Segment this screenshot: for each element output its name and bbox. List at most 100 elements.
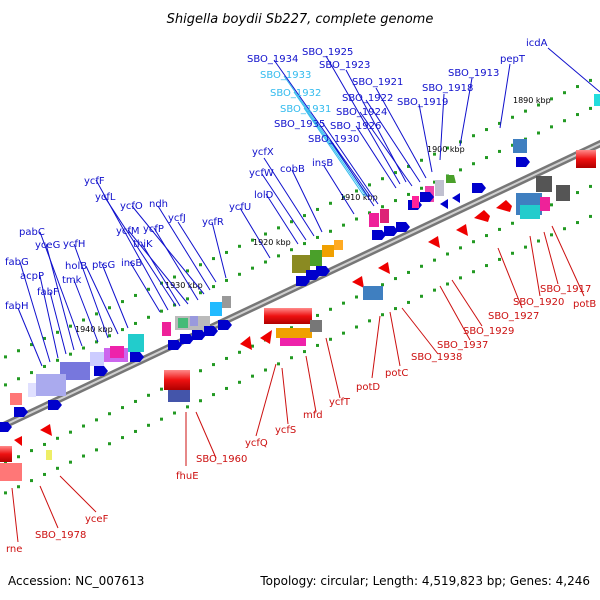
guide-dot (212, 393, 215, 397)
guide-dot (56, 358, 59, 362)
guide-dot (30, 479, 33, 483)
guide-dot (394, 277, 397, 281)
gene-label-thiK: thiK (133, 239, 153, 250)
guide-dot (537, 131, 540, 135)
guide-dot (82, 454, 85, 458)
guide-dot (446, 282, 449, 286)
guide-dot (511, 251, 514, 255)
guide-dot (511, 221, 514, 225)
guide-dot (30, 449, 33, 453)
guide-dot (108, 412, 111, 416)
gene-label-ycfS: ycfS (275, 425, 296, 436)
gene-label-fabF: fabF (37, 287, 59, 298)
guide-dot (407, 300, 410, 304)
gene-label-SBO_1919: SBO_1919 (397, 97, 448, 108)
bottom-strand-labels: potB SBO_1917 SBO_1920 SBO_1927 SBO_1929… (6, 284, 596, 555)
guide-dot (134, 399, 137, 403)
guide-dot (17, 485, 20, 489)
guide-dot (290, 356, 293, 360)
gene-label-SBO_1960: SBO_1960 (196, 454, 247, 465)
gene-label-insB-2: insB (121, 258, 142, 269)
guide-dot (264, 260, 267, 264)
guide-dot (4, 355, 7, 359)
guide-dot (95, 418, 98, 422)
guide-dot (134, 293, 137, 297)
guide-dot (238, 380, 241, 384)
guide-dot (108, 334, 111, 338)
guide-dot (30, 371, 33, 375)
guide-dot (485, 128, 488, 132)
genome-summary: Topology: circular; Length: 4,519,823 bp… (260, 574, 590, 588)
guide-dot (147, 393, 150, 397)
gene-label-rne: rne (6, 544, 22, 555)
guide-dot (355, 189, 358, 193)
guide-dot (43, 336, 46, 340)
gene-label-pabC: pabC (19, 227, 45, 238)
guide-dot (173, 303, 176, 307)
guide-dot (225, 250, 228, 254)
guide-dot (303, 242, 306, 246)
tick-label: 1890 kbp (513, 96, 551, 105)
map-title: Shigella boydii Sb227, complete genome (167, 12, 434, 27)
guide-dot (251, 374, 254, 378)
guide-dot (121, 328, 124, 332)
guide-dot (472, 134, 475, 138)
guide-dot (43, 442, 46, 446)
guide-dot (589, 214, 592, 218)
guide-dot (238, 244, 241, 248)
gene-label-ycfQ: ycfQ (245, 438, 268, 449)
guide-dot (225, 278, 228, 282)
guide-dot (212, 363, 215, 367)
guide-dot (147, 315, 150, 319)
guide-dot (4, 491, 7, 495)
guide-dot (511, 115, 514, 119)
gene-label-insB: insB (312, 158, 333, 169)
guide-dot (459, 276, 462, 280)
guide-dot (108, 442, 111, 446)
guide-dot (459, 246, 462, 250)
guide-dot (355, 325, 358, 329)
guide-dot (420, 264, 423, 268)
gene-label-SBO_1932: SBO_1932 (270, 88, 321, 99)
guide-dot (69, 352, 72, 356)
guide-dot (381, 205, 384, 209)
guide-dot (576, 221, 579, 225)
guide-dot (199, 399, 202, 403)
guide-dot (147, 423, 150, 427)
tick-label: 1930 kbp (165, 281, 203, 290)
gene-label-SBO_1934: SBO_1934 (247, 54, 298, 65)
guide-dot (381, 283, 384, 287)
guide-dot (212, 285, 215, 289)
guide-dot (212, 257, 215, 261)
gene-label-yceG: yceG (35, 240, 60, 251)
guide-dot (186, 269, 189, 273)
guide-dot (472, 162, 475, 166)
guide-dot (498, 227, 501, 231)
gene-label-SBO_1922: SBO_1922 (342, 93, 393, 104)
guide-dot (17, 377, 20, 381)
guide-dot (56, 436, 59, 440)
gene-label-SBO_1924: SBO_1924 (336, 107, 387, 118)
gene-label-yceF: yceF (85, 514, 109, 525)
guide-dot (459, 168, 462, 172)
guide-dot (4, 383, 7, 387)
guide-dot (95, 340, 98, 344)
gene-label-SBO_1933: SBO_1933 (260, 70, 311, 81)
gene-label-SBO_1917: SBO_1917 (540, 284, 591, 295)
guide-dot (69, 460, 72, 464)
guide-dot (368, 319, 371, 323)
guide-dot (381, 177, 384, 181)
guide-dot (160, 417, 163, 421)
gene-label-ptsG: ptsG (92, 260, 115, 271)
gene-label-SBO_1923: SBO_1923 (319, 60, 370, 71)
guide-dot (498, 121, 501, 125)
guide-dot (121, 300, 124, 304)
guide-dot (251, 238, 254, 242)
gene-label-ycfR: ycfR (202, 217, 224, 228)
gene-label-SBO_1930: SBO_1930 (308, 134, 359, 145)
guide-dot (329, 201, 332, 205)
guide-dot (290, 326, 293, 330)
gene-label-ycfX: ycfX (252, 147, 274, 158)
guide-dot (30, 343, 33, 347)
